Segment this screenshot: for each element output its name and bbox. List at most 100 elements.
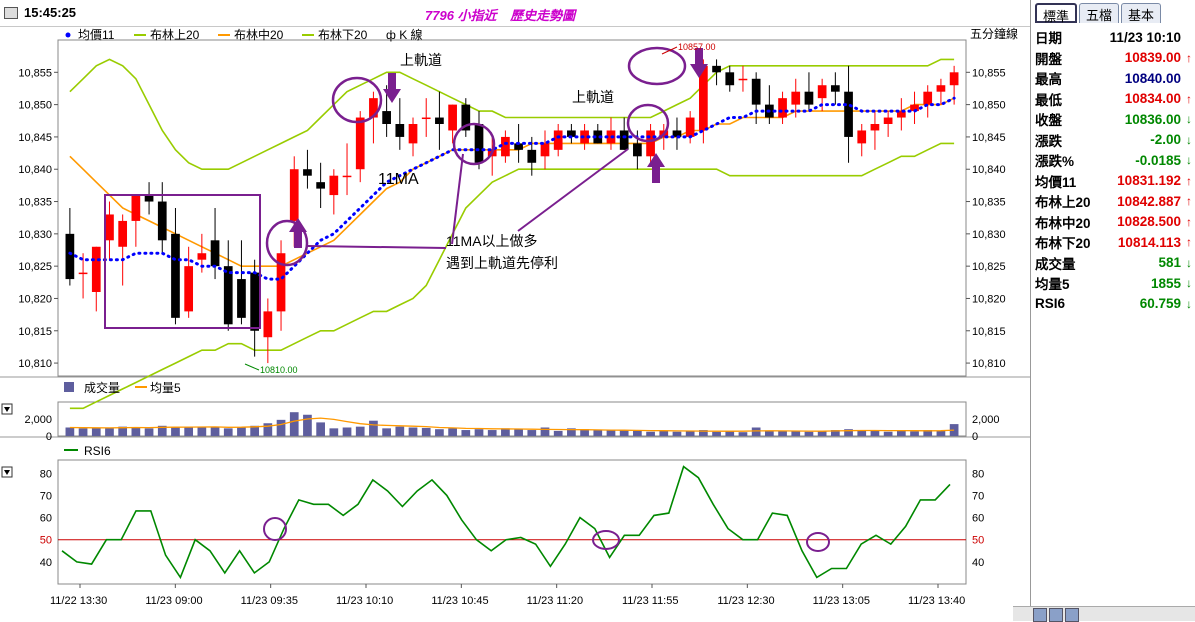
quote-label: 成交量	[1035, 256, 1076, 272]
y-tick-label: 10,840	[18, 164, 52, 176]
y-tick-label-right: 10,855	[972, 67, 1006, 79]
x-tick-label: 11/23 10:10	[336, 595, 393, 607]
legend-label: 成交量	[84, 380, 120, 395]
y-tick-label: 40	[40, 557, 52, 569]
tab-standard[interactable]: 標準	[1035, 3, 1078, 24]
volume-bar	[580, 429, 589, 436]
quote-value: 11/23 10:10	[1109, 29, 1181, 45]
candle-body	[896, 111, 906, 118]
annotation-label: 11MA	[378, 171, 419, 188]
volume-bar	[896, 430, 906, 436]
down-arrow-icon	[383, 73, 401, 103]
annotation-circle	[806, 532, 830, 552]
volume-bar	[289, 412, 299, 436]
x-tick-label: 11/23 09:35	[241, 595, 298, 607]
quote-label: 日期	[1035, 31, 1062, 47]
volume-bar	[144, 428, 154, 436]
volume-bar	[817, 431, 827, 436]
main-panel-frame	[57, 39, 967, 377]
chevron-down-icon	[4, 407, 10, 412]
candle-body	[316, 182, 325, 189]
y-tick-label: 80	[40, 468, 52, 480]
y-tick-label-right: 60	[972, 513, 984, 525]
volume-bar	[237, 427, 246, 436]
high-marker-line	[661, 46, 678, 55]
quote-label: 最低	[1035, 92, 1062, 108]
legend-label: 均量5	[150, 381, 181, 395]
volume-bar	[474, 429, 484, 436]
tab-five-level[interactable]: 五檔	[1079, 3, 1120, 23]
candle-body	[883, 117, 893, 124]
quote-value: 581	[1158, 255, 1181, 271]
candle-body	[171, 233, 180, 318]
quote-label: 開盤	[1035, 51, 1062, 67]
candle-body	[210, 240, 220, 267]
candle-body	[738, 78, 748, 81]
quote-label: 漲跌	[1035, 133, 1062, 149]
y-tick-label-right: 10,825	[972, 261, 1006, 273]
y-tick-label: 10,855	[18, 67, 52, 79]
candle-body	[461, 104, 471, 131]
quote-label: 均量5	[1035, 277, 1070, 293]
quote-row: 成交量 581 ↓	[1031, 253, 1195, 274]
quote-label: RSI6	[1035, 296, 1066, 312]
volume-bar	[303, 414, 312, 436]
legend-label: 布林下20	[318, 28, 368, 42]
y-tick-label: 60	[40, 513, 52, 525]
quote-value: 10842.887	[1117, 193, 1181, 209]
legend-label: 均價11	[78, 28, 115, 42]
rsi-panel-frame	[57, 459, 967, 585]
quote-row: 布林上20 10842.887 ↑	[1031, 191, 1195, 212]
candle-body	[844, 91, 853, 137]
candle-body	[514, 143, 523, 150]
candle-body	[830, 85, 840, 92]
volume-bar	[263, 423, 273, 436]
volume-panel-frame	[57, 401, 967, 437]
candle-body	[197, 253, 207, 260]
arrow-down-icon: ↓	[1186, 255, 1192, 270]
candle-body	[395, 124, 405, 137]
quote-row: 漲跌% -0.0185 ↓	[1031, 150, 1195, 171]
volume-bar	[936, 430, 946, 436]
legend-label: 布林中20	[234, 27, 284, 42]
tab-basic[interactable]: 基本	[1121, 3, 1162, 23]
volume-bar	[250, 425, 260, 436]
quote-label: 布林中20	[1035, 215, 1091, 231]
volume-bar	[276, 419, 286, 436]
volume-bar	[923, 430, 933, 436]
y-tick-label: 10,825	[18, 261, 52, 273]
volume-bar	[778, 431, 787, 436]
candle-body	[118, 220, 128, 247]
up-arrow-icon	[647, 153, 665, 183]
volume-bar	[65, 427, 75, 436]
candle-body	[78, 272, 88, 275]
candle-body	[567, 130, 576, 137]
volume-bar	[382, 428, 391, 436]
candle-body	[65, 233, 75, 280]
arrow-down-icon: ↓	[1186, 153, 1192, 168]
candle-body	[619, 130, 629, 150]
quote-list: 日期 11/23 10:10 開盤 10839.00 ↑ 最高 10840.00 最低 1083…	[1031, 27, 1195, 314]
volume-bar	[514, 429, 523, 436]
quote-row: RSI6 60.759 ↓	[1031, 294, 1195, 315]
quote-label: 布林上20	[1035, 195, 1091, 211]
x-tick-label: 11/23 09:00	[145, 595, 202, 607]
quote-label: 收盤	[1035, 113, 1062, 129]
y-tick-label: 10,815	[18, 326, 52, 338]
volume-bar	[619, 430, 629, 436]
quote-row: 均量5 1855 ↓	[1031, 273, 1195, 294]
volume-bar	[435, 429, 444, 436]
candle-body	[131, 195, 141, 221]
history-title: 歷史走勢圖	[510, 8, 576, 23]
candle-body	[751, 78, 761, 105]
candle-body	[804, 91, 814, 105]
candle-body	[501, 136, 510, 157]
chart-area: 10,810 10,810 10,815 10,815 10,820 10,820 10,8…	[0, 26, 1030, 607]
volume-bar	[448, 428, 457, 436]
x-tick-label: 11/23 13:40	[908, 595, 965, 607]
horizontal-scrollbar[interactable]	[1013, 606, 1195, 622]
y-tick-label: 10,820	[18, 293, 52, 305]
y-tick-label: 10,830	[18, 229, 52, 241]
candle-body	[527, 149, 537, 163]
candle-body	[553, 130, 563, 150]
